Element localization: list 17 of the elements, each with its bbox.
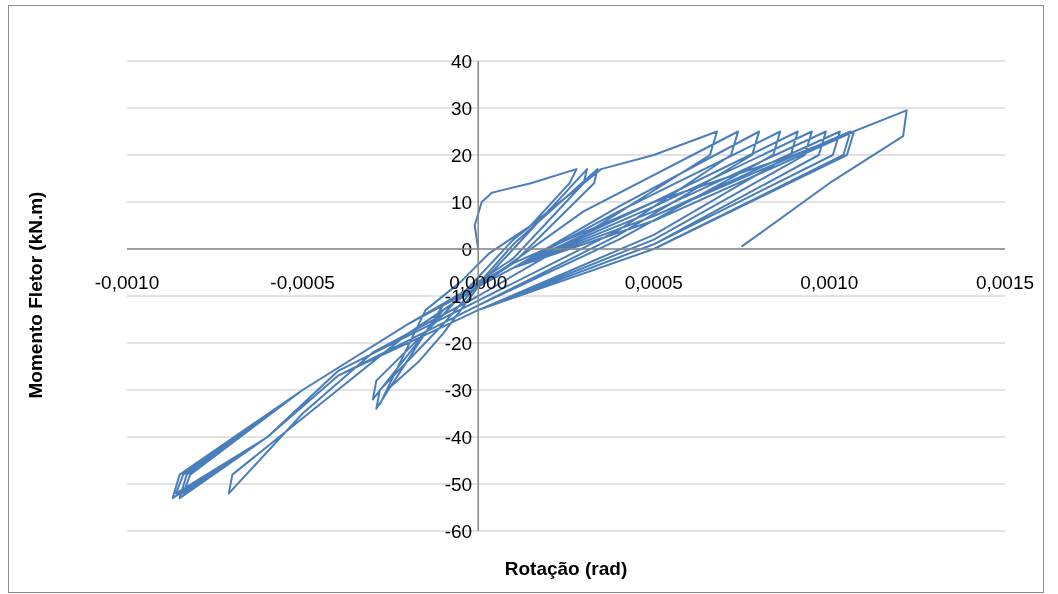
y-tick-label: 10 <box>451 192 473 213</box>
x-tick-label: -0,0010 <box>94 272 160 293</box>
y-tick-label: 30 <box>451 98 473 119</box>
x-tick-label: 0,0015 <box>975 272 1035 293</box>
y-tick-label: -40 <box>444 427 473 448</box>
y-axis-title: Momento Fletor (kN.m) <box>25 190 47 401</box>
x-axis-title: Rotação (rad) <box>503 558 629 580</box>
x-tick-label: 0,0010 <box>800 272 859 293</box>
x-tick-label: -0,0005 <box>270 272 335 293</box>
y-tick-label: -50 <box>444 474 473 495</box>
y-tick-label: 40 <box>451 51 473 72</box>
y-tick-label: 20 <box>451 145 473 166</box>
y-tick-label: -60 <box>444 521 473 542</box>
x-tick-label: 0,0005 <box>624 272 683 293</box>
y-tick-label: 0 <box>461 239 473 260</box>
y-tick-label: -30 <box>444 380 473 401</box>
y-tick-label: -20 <box>444 333 473 354</box>
